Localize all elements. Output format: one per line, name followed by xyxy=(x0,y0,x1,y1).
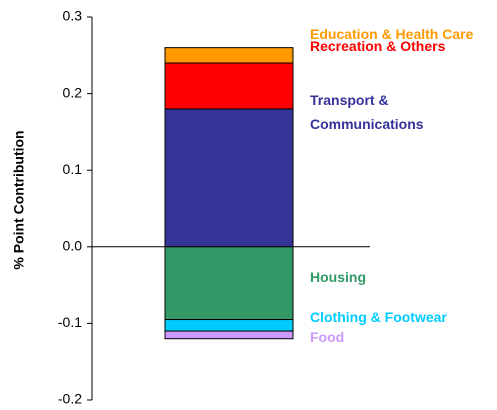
series-label: Food xyxy=(310,329,345,345)
series-label: Clothing & Footwear xyxy=(310,309,447,325)
bar-segment xyxy=(164,108,294,248)
y-tick-label: 0.2 xyxy=(63,84,83,100)
series-label: Transport & Communications xyxy=(310,92,424,132)
series-label: Housing xyxy=(310,269,366,285)
bar-segment xyxy=(164,330,294,340)
y-tick-label: 0.3 xyxy=(63,8,83,24)
y-tick-label: 0.1 xyxy=(63,161,83,177)
bar-segment xyxy=(164,62,294,110)
bar-segment xyxy=(164,47,294,64)
series-label: Recreation & Others xyxy=(310,38,446,54)
y-tick-label: -0.2 xyxy=(58,391,82,407)
y-tick-label: -0.1 xyxy=(58,314,82,330)
y-axis-label: % Point Contribution xyxy=(11,130,27,269)
bar-segment xyxy=(164,319,294,332)
series-label: Education & Health Care xyxy=(310,26,474,42)
y-tick-label: 0.0 xyxy=(63,238,83,254)
bar-segment xyxy=(164,246,294,321)
